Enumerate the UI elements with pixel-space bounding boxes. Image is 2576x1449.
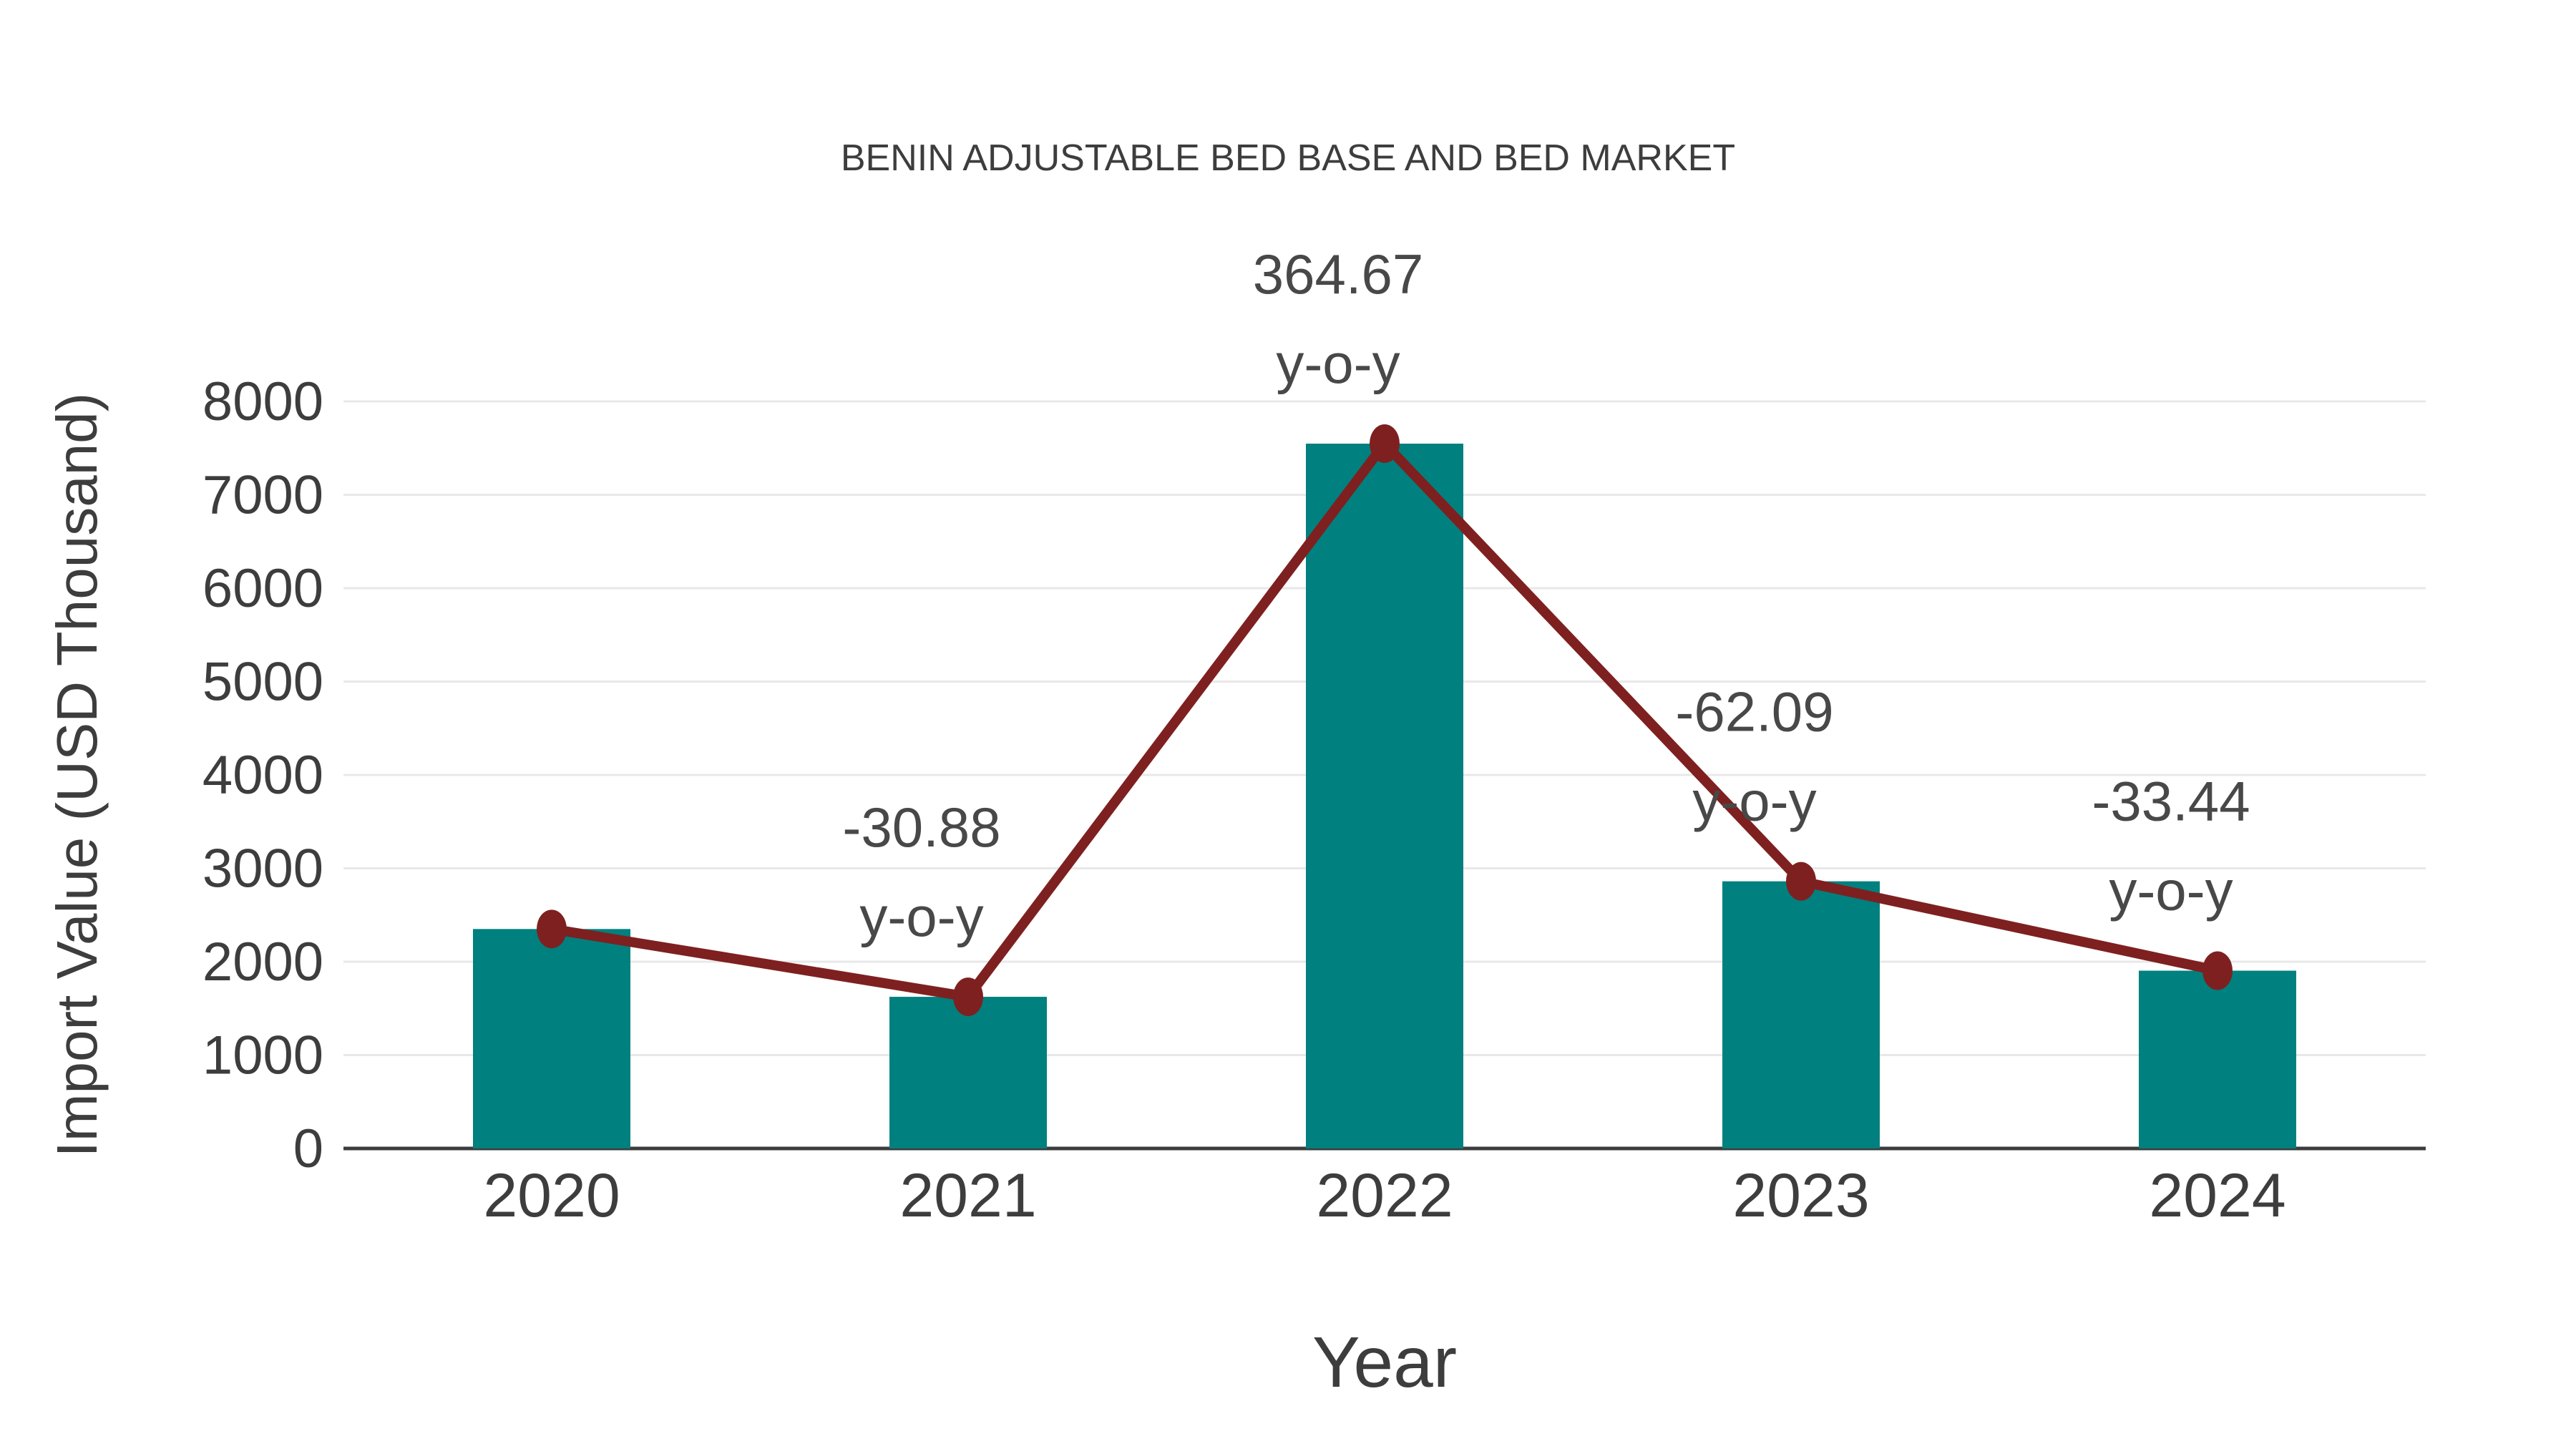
data-point-2021 [953,977,983,1017]
annotation-value-2022: 364.67 [1253,243,1424,306]
annotation-suffix-2023: y-o-y [1692,770,1816,833]
x-axis-title: Year [1312,1322,1457,1402]
x-tick-label-2021: 2021 [899,1161,1036,1230]
y-tick-label: 4000 [203,745,323,806]
annotation-suffix-2024: y-o-y [2109,859,2233,922]
bar-2024 [2139,970,2296,1148]
x-axis-labels: 2020 2021 2022 2023 2024 [483,1161,2285,1230]
annotations: -30.88 y-o-y 364.67 y-o-y -62.09 y-o-y -33.44 y… [842,243,2250,948]
bars [473,443,2296,1148]
data-point-2023 [1786,862,1816,901]
data-point-2024 [2202,951,2233,990]
x-tick-label-2020: 2020 [483,1161,620,1230]
annotation-suffix-2022: y-o-y [1276,332,1400,395]
y-tick-label: 6000 [203,558,323,619]
y-tick-label: 8000 [203,371,323,432]
x-tick-label-2023: 2023 [1732,1161,1869,1230]
chart-title: BENIN ADJUSTABLE BED BASE AND BED MARKET [841,137,1735,179]
annotation-value-2021: -30.88 [842,796,1000,859]
trend-line [537,424,2233,1017]
y-axis-title: Import Value (USD Thousand) [45,393,109,1158]
y-tick-label: 1000 [203,1025,323,1086]
bar-2022 [1306,443,1463,1148]
y-tick-label: 5000 [203,652,323,713]
y-tick-label: 7000 [203,465,323,526]
y-axis-labels: 0 1000 2000 3000 4000 5000 6000 7000 8000 [203,371,323,1179]
data-point-2022 [1370,424,1400,463]
bar-2021 [889,997,1047,1148]
annotation-suffix-2021: y-o-y [859,885,983,948]
y-tick-label: 3000 [203,839,323,899]
annotation-value-2024: -33.44 [2092,770,2250,833]
bar-2023 [1722,881,1880,1148]
bar-2020 [473,929,630,1148]
y-tick-label: 0 [293,1118,323,1179]
data-point-2020 [537,909,567,949]
x-tick-label-2022: 2022 [1316,1161,1453,1230]
x-tick-label-2024: 2024 [2149,1161,2285,1230]
y-tick-label: 2000 [203,932,323,992]
annotation-value-2023: -62.09 [1675,680,1833,743]
